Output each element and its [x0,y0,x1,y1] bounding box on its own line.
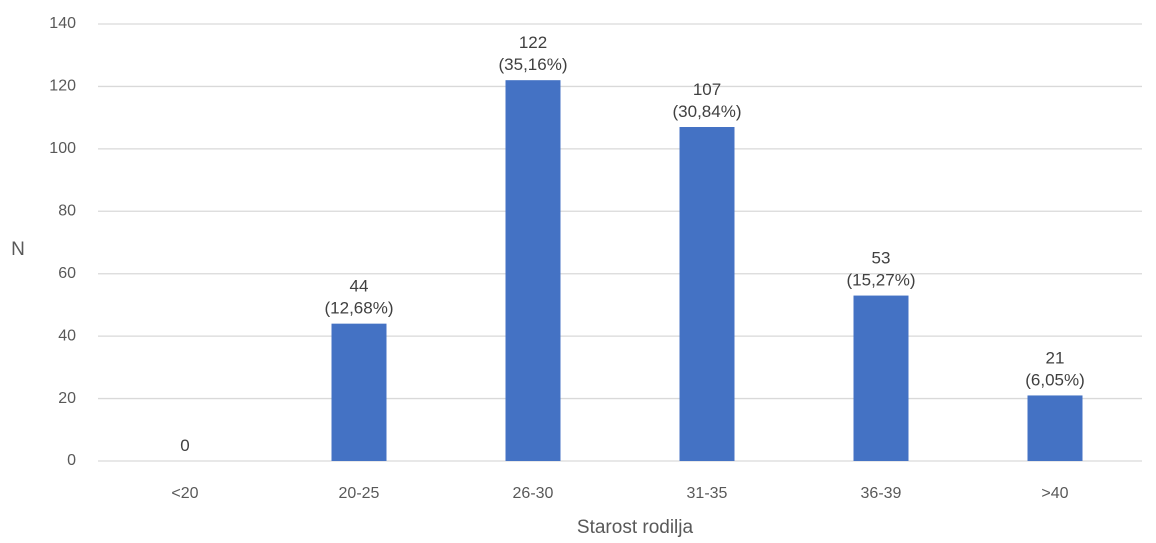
y-tick-label: 120 [49,78,76,95]
data-label: 21 [1046,348,1065,367]
gridlines [98,23,1142,462]
data-label: (12,68%) [325,299,394,318]
bars [331,80,1083,461]
y-tick-label: 0 [67,452,76,469]
data-label: 44 [350,277,369,296]
y-tick-label: 20 [58,390,76,407]
data-label: 107 [693,80,721,99]
y-tick-label: 40 [58,327,76,344]
x-tick-label: <20 [171,485,198,502]
x-tick-label: 26-30 [513,485,554,502]
data-label: (15,27%) [847,271,916,290]
bar [505,80,561,461]
y-tick-label: 60 [58,265,76,282]
data-label: (35,16%) [499,55,568,74]
bar [1027,395,1083,461]
y-tick-label: 100 [49,140,76,157]
bar [679,127,735,461]
y-tick-label: 80 [58,203,76,220]
y-axis-ticks: 0 20 40 60 80 100 120 140 [49,15,76,469]
data-label: 0 [180,436,189,455]
data-labels: 0 44 (12,68%) 122 (35,16%) 107 (30,84%) 53 (15,2… [180,33,1085,455]
bar [331,323,387,461]
x-tick-label: >40 [1041,485,1068,502]
x-axis-title: Starost rodilja [577,517,694,538]
data-label: 122 [519,33,547,52]
data-label: (30,84%) [673,102,742,121]
data-label: (6,05%) [1025,370,1085,389]
x-tick-label: 20-25 [339,485,380,502]
x-tick-label: 31-35 [687,485,728,502]
x-tick-label: 36-39 [861,485,902,502]
y-axis-title: N [11,239,25,260]
y-tick-label: 140 [49,15,76,32]
x-axis-ticks: <20 20-25 26-30 31-35 36-39 >40 [171,485,1068,502]
bar [853,295,909,461]
data-label: 53 [872,249,891,268]
